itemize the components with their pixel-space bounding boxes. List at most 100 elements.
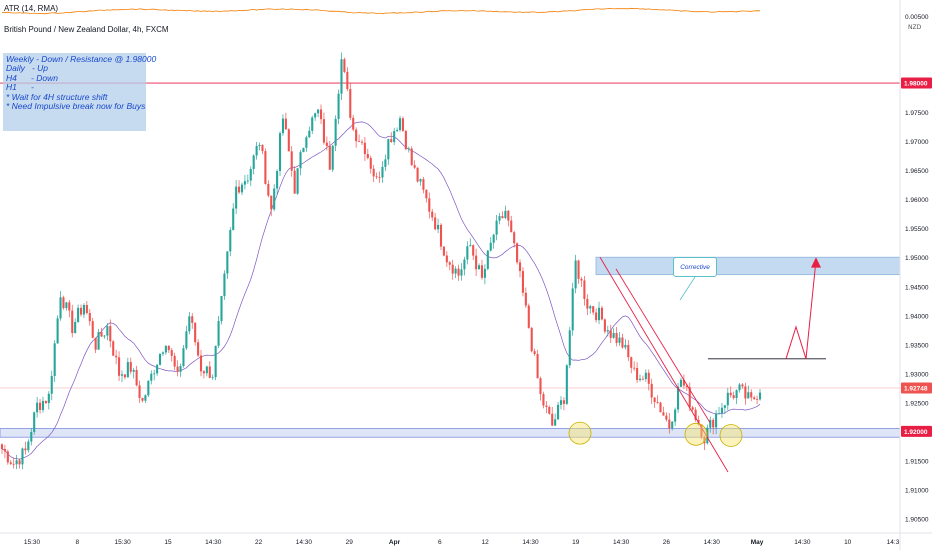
candle-body	[404, 130, 407, 150]
time-tick-label: 14:30	[613, 539, 630, 546]
price-tick-label: 1.94000	[905, 313, 929, 320]
candle-body	[44, 400, 47, 404]
candle-body	[217, 321, 220, 346]
candle-body	[516, 243, 519, 263]
candle-body	[132, 370, 135, 372]
price-tick-label: 1.94500	[905, 284, 929, 291]
candle-body	[723, 405, 726, 408]
candle-body	[439, 224, 443, 247]
candle-body	[636, 367, 639, 381]
candle-body	[539, 378, 542, 395]
candle-body	[750, 392, 753, 398]
time-tick-label: 14:3	[887, 539, 900, 546]
candle-body	[659, 402, 662, 413]
support-zone	[0, 428, 901, 438]
price-tick-label: 1.97500	[905, 110, 929, 117]
candle-body	[232, 208, 235, 230]
candle-body	[299, 152, 302, 169]
candle-body	[331, 145, 334, 170]
candle-body	[334, 118, 337, 146]
time-tick-label: 14:30	[522, 539, 539, 546]
candle-body	[71, 310, 74, 334]
atr-indicator-label[interactable]: ATR (14, RMA)	[4, 4, 59, 13]
price-tick-label: 1.96500	[905, 168, 929, 175]
candle-body	[618, 337, 621, 343]
price-tick-label: 1.93500	[905, 342, 929, 349]
candle-body	[249, 168, 252, 181]
candle-body	[77, 307, 80, 322]
candle-body	[691, 407, 694, 410]
currency-label: NZD	[908, 24, 922, 31]
candle-body	[220, 296, 223, 322]
candle-body	[589, 306, 592, 309]
candle-body	[74, 321, 77, 334]
note-line: * Wait for 4H structure shift	[6, 91, 108, 102]
candle-body	[79, 307, 83, 315]
candle-body	[0, 444, 4, 449]
supply-zone	[595, 256, 901, 276]
candle-body	[261, 144, 264, 152]
candle-body	[147, 380, 150, 396]
price-axis: 1.98000 1.97500 1.97000 1.96500 1.96000 1.955…	[899, 0, 932, 550]
candle-body	[557, 404, 560, 420]
candle-body	[498, 216, 501, 221]
time-tick-label: 14:30	[794, 539, 811, 546]
candle-body	[302, 147, 305, 153]
candle-body	[641, 378, 644, 380]
candle-body	[688, 387, 691, 408]
time-tick-label: 12	[482, 539, 490, 546]
candle-body	[53, 343, 56, 376]
corrective-callout[interactable]: Corrective	[673, 257, 717, 277]
candle-body	[153, 373, 156, 375]
candle-body	[442, 246, 445, 256]
channel-upper-line	[615, 268, 711, 423]
time-tick-label: 29	[346, 539, 354, 546]
candle-body	[214, 345, 217, 378]
candle-body	[56, 318, 59, 344]
candle-body	[6, 451, 9, 463]
candle-body	[267, 183, 270, 196]
candle-body	[627, 344, 630, 358]
candle-body	[638, 378, 642, 381]
candle-body	[290, 151, 293, 171]
candle-body	[82, 304, 85, 315]
candle-body	[366, 154, 369, 158]
candle-body	[176, 366, 179, 372]
time-tick-label: 14:30	[205, 539, 222, 546]
candle-body	[129, 362, 132, 372]
candle-body	[33, 412, 36, 433]
chart-title[interactable]: British Pound / New Zealand Dollar, 4h, …	[4, 25, 169, 34]
candle-body	[211, 377, 214, 378]
candle-body	[677, 386, 680, 410]
candle-body	[401, 118, 404, 131]
candle-body	[308, 130, 311, 138]
candle-body	[524, 292, 527, 306]
candle-body	[568, 330, 571, 366]
candle-body	[170, 350, 173, 356]
candle-body	[431, 211, 434, 218]
candle-body	[85, 304, 88, 314]
candle-body	[624, 344, 627, 348]
candle-body	[720, 407, 724, 414]
candle-body	[489, 242, 492, 251]
candle-body	[501, 216, 504, 218]
candle-body	[50, 375, 53, 394]
candle-body	[738, 384, 741, 391]
candle-body	[451, 264, 454, 274]
candle-body	[126, 362, 129, 378]
price-tick-label: 1.92500	[905, 400, 929, 407]
candle-body	[182, 348, 185, 367]
candle-body	[103, 335, 106, 337]
candle-body	[293, 170, 296, 194]
candle-body	[118, 357, 121, 376]
candle-body	[144, 395, 147, 401]
candle-body	[425, 189, 428, 199]
candle-body	[413, 165, 416, 168]
candle-body	[47, 393, 50, 404]
analysis-notes[interactable]: Weekly - Down / Resistance @ 1.98000 Dai…	[3, 53, 156, 131]
candle-body	[477, 265, 481, 270]
candle-body	[480, 265, 484, 278]
candle-body	[270, 195, 273, 210]
